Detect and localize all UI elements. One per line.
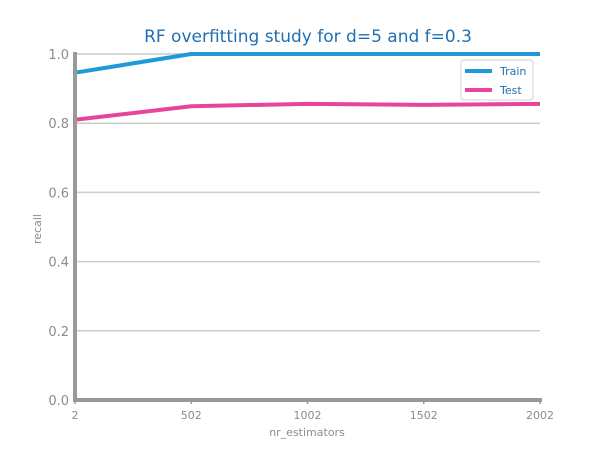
x-axis-label: nr_estimators <box>269 426 345 439</box>
x-tick-label: 2 <box>72 409 79 422</box>
x-tick-label: 2002 <box>526 409 554 422</box>
x-tick-labels: 2 502 1002 1502 2002 <box>72 409 555 422</box>
x-tick-label: 1002 <box>294 409 322 422</box>
y-tick-label: 0.8 <box>48 117 69 132</box>
legend: Train Test <box>460 59 534 101</box>
y-tick-labels: 0.0 0.2 0.4 0.6 0.8 1.0 <box>48 48 69 409</box>
legend-label-test: Test <box>499 84 522 97</box>
x-tick-label: 502 <box>181 409 202 422</box>
y-tick-label: 0.2 <box>48 325 69 340</box>
legend-label-train: Train <box>499 65 526 78</box>
series-line-test <box>74 101 541 122</box>
y-tick-label: 0.6 <box>48 186 69 201</box>
series-line-train <box>74 52 540 75</box>
x-tick-label: 1502 <box>410 409 438 422</box>
y-tick-label: 1.0 <box>48 48 69 63</box>
series-lines <box>74 52 541 122</box>
y-axis-label: recall <box>31 214 44 244</box>
axes <box>73 52 542 404</box>
chart-title: RF overfitting study for d=5 and f=0.3 <box>144 27 472 47</box>
y-tick-label: 0.4 <box>48 256 69 271</box>
y-tick-label: 0.0 <box>48 394 69 409</box>
